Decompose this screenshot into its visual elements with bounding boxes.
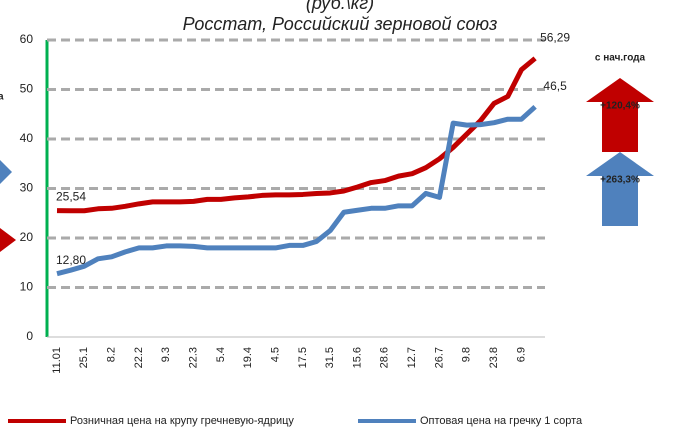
- value-label: 12,80: [56, 253, 86, 267]
- y-tick-label: 60: [20, 32, 34, 46]
- x-tick-label: 8.2: [106, 347, 118, 362]
- value-label: 46,5: [543, 79, 567, 93]
- value-label: 25,54: [56, 190, 86, 204]
- x-tick-label: 9.8: [461, 347, 473, 362]
- left-arrow: [0, 228, 16, 252]
- series-line: [56, 56, 537, 214]
- x-tick-label: 23.8: [488, 347, 500, 368]
- x-tick-label: 9.3: [160, 347, 172, 362]
- y-tick-label: 20: [20, 230, 34, 244]
- x-tick-label: 22.2: [133, 347, 145, 368]
- badge-arrow: [586, 78, 654, 152]
- y-tick-label: 50: [20, 82, 34, 96]
- x-tick-label: 25.1: [78, 347, 90, 368]
- legend-label: Оптовая цена на гречку 1 сорта: [420, 415, 583, 427]
- x-tick-label: 31.5: [324, 347, 336, 368]
- badge-label: +263,3%: [600, 175, 640, 186]
- chart-title: (руб.\кг): [306, 0, 374, 13]
- x-tick-label: 5.4: [215, 347, 227, 362]
- series-line: [56, 104, 537, 277]
- x-tick-label: 19.4: [242, 347, 254, 368]
- x-tick-label: 4.5: [269, 347, 281, 362]
- y-tick-label: 40: [20, 131, 34, 145]
- side-title: с нач.года: [595, 53, 646, 64]
- left-arrow: [0, 160, 12, 184]
- value-label: 56,29: [540, 31, 570, 45]
- legend-label: Розничная цена на крупу гречневую-ядрицу: [70, 415, 294, 427]
- x-tick-label: 12.7: [406, 347, 418, 368]
- x-tick-label: 26.7: [433, 347, 445, 368]
- badge-label: +120,4%: [600, 101, 640, 112]
- x-tick-label: 22.3: [188, 347, 200, 368]
- chart-subtitle: Росстат, Российский зерновой союз: [183, 14, 498, 34]
- left-fragment: а: [0, 92, 4, 103]
- y-tick-label: 30: [20, 181, 34, 195]
- y-tick-label: 10: [20, 280, 34, 294]
- x-tick-label: 15.6: [351, 347, 363, 368]
- x-tick-label: 11.01: [51, 347, 63, 374]
- x-tick-label: 28.6: [379, 347, 391, 368]
- x-tick-label: 6.9: [515, 347, 527, 362]
- x-tick-label: 17.5: [297, 347, 309, 368]
- badge-arrow: [586, 152, 654, 226]
- y-tick-label: 0: [26, 329, 33, 343]
